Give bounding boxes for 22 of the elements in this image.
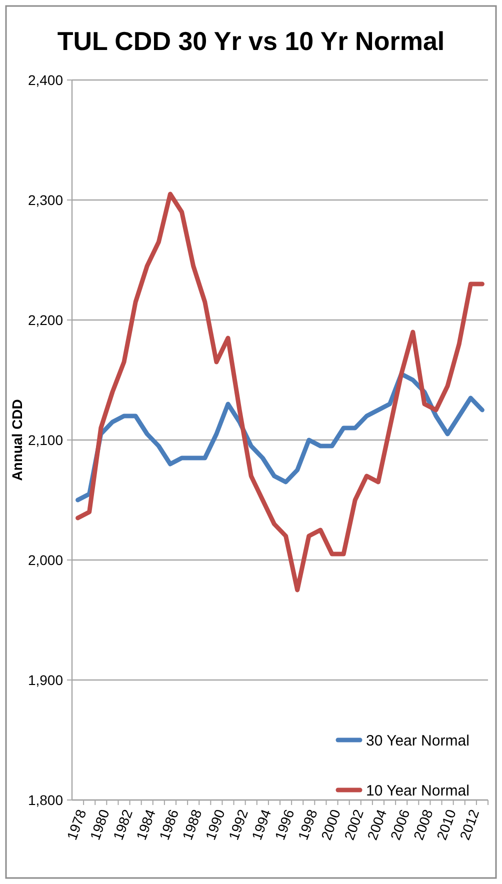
y-tick-label: 2,300 (28, 192, 64, 208)
x-tick-label: 2006 (387, 807, 413, 842)
y-tick-label: 1,900 (28, 672, 64, 688)
x-tick-label: 2000 (318, 807, 344, 842)
x-tick-label: 1982 (110, 807, 136, 842)
x-tick-label: 1978 (64, 807, 90, 842)
y-tick-label: 2,000 (28, 552, 64, 568)
y-axis-title: Annual CDD (9, 399, 25, 481)
x-tick-label: 1996 (272, 807, 298, 842)
line-series (76, 192, 484, 592)
chart-title: TUL CDD 30 Yr vs 10 Yr Normal (57, 26, 445, 56)
y-tick-label: 2,100 (28, 432, 64, 448)
x-tick-label: 1990 (202, 807, 228, 842)
x-tick-label: 1998 (294, 807, 320, 842)
legend-label: 10 Year Normal (366, 782, 470, 800)
y-tick-label: 1,800 (28, 792, 64, 808)
x-tick-label: 2008 (410, 807, 436, 842)
x-tick-label: 1988 (179, 807, 205, 842)
y-tick-label: 2,400 (28, 72, 64, 88)
x-tick-label: 1980 (86, 807, 112, 842)
legend-label: 30 Year Normal (366, 732, 470, 750)
y-tick-label: 2,200 (28, 312, 64, 328)
